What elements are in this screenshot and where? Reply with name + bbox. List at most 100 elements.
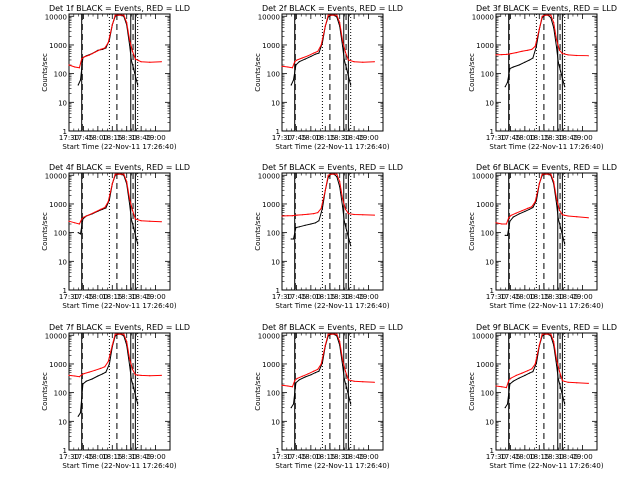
events-data-point xyxy=(133,227,135,229)
lld-data-point xyxy=(362,214,364,216)
chart-panel-9: Det 9f BLACK = Events, RED = LLD 1 10 100 10… xyxy=(468,323,617,470)
lld-data-point xyxy=(373,61,375,63)
lld-data-point xyxy=(68,220,70,222)
lld-data-point xyxy=(281,215,283,217)
x-tick-label: 19:00 xyxy=(358,134,378,142)
events-data-point xyxy=(506,403,509,405)
y-axis-label: Counts/sec xyxy=(468,372,476,411)
x-tick-label: 17:30 xyxy=(59,453,79,461)
y-tick-label: 1 xyxy=(490,447,494,455)
lld-data-point xyxy=(88,214,90,216)
events-data-point xyxy=(133,68,135,70)
lld-data-point xyxy=(117,14,119,16)
lld-series-line xyxy=(496,334,588,388)
events-data-point xyxy=(295,64,297,66)
lld-data-point xyxy=(291,67,293,69)
lld-data-point xyxy=(327,174,329,176)
lld-data-point xyxy=(587,382,589,384)
lld-data-point xyxy=(83,373,85,375)
lld-data-point xyxy=(287,215,289,217)
lld-data-point xyxy=(553,181,555,183)
x-tick-label: 17:45 xyxy=(500,293,520,301)
lld-data-point xyxy=(327,14,329,16)
lld-data-point xyxy=(362,381,364,383)
events-data-point xyxy=(105,207,107,209)
x-tick-label: 17:30 xyxy=(272,293,292,301)
events-data-point xyxy=(79,412,82,414)
events-data-point xyxy=(91,378,93,380)
lld-data-point xyxy=(296,214,298,216)
lld-data-point xyxy=(342,198,344,200)
lld-data-point xyxy=(107,42,109,44)
lld-data-point xyxy=(104,366,106,368)
events-data-point xyxy=(346,387,348,389)
lld-data-point xyxy=(294,380,296,382)
lld-data-point xyxy=(505,387,507,389)
x-tick-label: 18:00 xyxy=(88,453,108,461)
x-tick-label: 18:15 xyxy=(315,453,335,461)
lld-data-point xyxy=(114,173,116,175)
y-axis-label: Counts/sec xyxy=(254,372,262,411)
events-data-point xyxy=(137,84,139,86)
lld-data-point xyxy=(558,49,561,51)
lld-data-point xyxy=(556,39,558,41)
x-tick-label: 19:00 xyxy=(145,293,165,301)
lld-data-point xyxy=(541,173,543,175)
x-tick-label: 17:30 xyxy=(486,134,506,142)
lld-data-point xyxy=(100,367,102,369)
lld-data-point xyxy=(287,66,289,68)
y-tick-label: 1 xyxy=(276,128,280,136)
events-data-point xyxy=(318,220,320,222)
lld-data-point xyxy=(362,61,364,63)
lld-data-point xyxy=(104,47,106,49)
lld-data-point xyxy=(501,54,503,56)
lld-data-point xyxy=(527,207,529,209)
events-data-point xyxy=(304,58,306,60)
events-data-point xyxy=(314,53,317,55)
y-tick-label: 10000 xyxy=(45,332,67,340)
lld-data-point xyxy=(301,375,303,377)
x-tick-label: 18:30 xyxy=(330,453,350,461)
lld-data-point xyxy=(330,333,332,335)
x-tick-label: 18:00 xyxy=(88,293,108,301)
lld-data-point xyxy=(576,382,578,384)
chart-title: Det 6f BLACK = Events, RED = LLD xyxy=(476,163,617,172)
x-tick-label: 18:15 xyxy=(102,293,122,301)
lld-data-point xyxy=(373,381,375,383)
events-data-point xyxy=(348,396,350,398)
events-data-point xyxy=(562,236,564,238)
y-tick-label: 100 xyxy=(267,390,280,398)
x-tick-label: 19:00 xyxy=(145,453,165,461)
x-tick-label: 18:00 xyxy=(515,134,535,142)
lld-data-point xyxy=(344,208,347,210)
x-axis-label: Start Time (22-Nov-11 17:26:40) xyxy=(489,143,603,151)
lld-data-point xyxy=(83,216,85,218)
lld-data-point xyxy=(558,209,561,211)
events-data-point xyxy=(304,376,306,378)
events-data-point xyxy=(535,200,538,202)
x-tick-label: 17:45 xyxy=(73,453,93,461)
events-data-point xyxy=(528,372,531,374)
lld-data-point xyxy=(149,220,151,222)
lld-data-point xyxy=(353,61,355,63)
lld-data-point xyxy=(336,14,338,16)
events-data-point xyxy=(535,45,538,47)
x-tick-label: 17:30 xyxy=(272,453,292,461)
lld-data-point xyxy=(301,214,303,216)
lld-data-point xyxy=(544,333,546,335)
lld-data-point xyxy=(558,370,561,372)
x-tick-label: 18:45 xyxy=(344,293,364,301)
events-data-point xyxy=(105,47,107,49)
y-axis-label: Counts/sec xyxy=(254,53,262,92)
lld-series-line xyxy=(282,334,374,387)
events-data-point xyxy=(560,70,562,72)
events-data-point xyxy=(135,77,137,79)
lld-data-point xyxy=(140,374,142,376)
plot-frame xyxy=(495,332,598,451)
lld-data-point xyxy=(495,385,497,387)
events-data-point xyxy=(509,383,511,385)
lld-data-point xyxy=(330,14,332,16)
x-tick-label: 18:45 xyxy=(344,134,364,142)
lld-data-point xyxy=(281,65,283,67)
events-data-point xyxy=(79,233,82,235)
